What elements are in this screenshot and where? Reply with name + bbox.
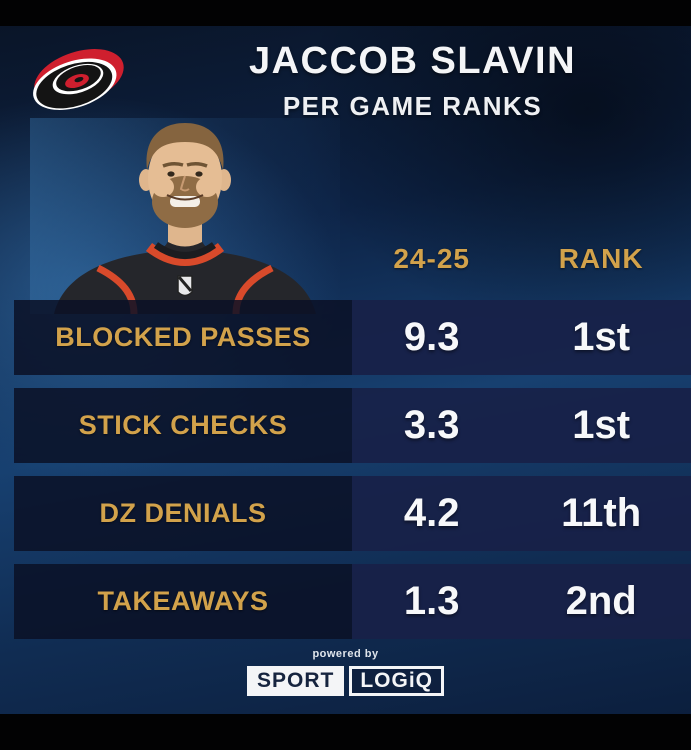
row-value: 3.3 [403, 403, 460, 447]
column-header-rank: RANK [558, 243, 644, 274]
table-row: BLOCKED PASSES 9.3 1st [14, 300, 691, 375]
row-values: 3.3 1st [352, 388, 691, 463]
bottom-letterbox-bar [0, 714, 691, 750]
row-label: BLOCKED PASSES [14, 300, 352, 375]
row-values: 9.3 1st [352, 300, 691, 375]
row-value: 1.3 [403, 579, 460, 623]
row-rank: 11th [561, 491, 642, 535]
sportlogiq-logo: SPORT LOGiQ [246, 666, 444, 696]
row-value: 4.2 [403, 491, 460, 535]
row-label: DZ DENIALS [14, 476, 352, 551]
page-subtitle: PER GAME RANKS [282, 91, 543, 121]
row-value: 9.3 [403, 315, 460, 359]
column-header-season: 24-25 [393, 243, 470, 274]
sportlogiq-logo-sport: SPORT [246, 666, 345, 696]
row-values: 4.2 11th [352, 476, 691, 551]
nhl-shield-icon [177, 275, 193, 297]
stats-table: BLOCKED PASSES 9.3 1st STICK CHECKS 3.3 … [14, 300, 691, 652]
row-rank: 1st [572, 315, 631, 359]
table-column-headers: 24-25 RANK [352, 240, 691, 278]
row-rank: 2nd [565, 579, 637, 623]
top-letterbox-bar [0, 0, 691, 26]
sportlogiq-logo-logiq: LOGiQ [349, 666, 444, 696]
table-row: STICK CHECKS 3.3 1st [14, 388, 691, 463]
row-values: 1.3 2nd [352, 564, 691, 639]
powered-by-label: powered by [312, 648, 379, 660]
page-title: JACCOB SLAVIN [248, 40, 577, 82]
table-row: DZ DENIALS 4.2 11th [14, 476, 691, 551]
row-rank: 1st [572, 403, 631, 447]
player-photo [30, 118, 340, 315]
row-label: STICK CHECKS [14, 388, 352, 463]
player-headshot-illustration [30, 118, 340, 315]
infographic-content: JACCOB SLAVIN PER GAME RANKS [0, 26, 691, 714]
row-label: TAKEAWAYS [14, 564, 352, 639]
footer: powered by SPORT LOGiQ [0, 648, 691, 696]
carolina-hurricanes-logo-icon [22, 42, 130, 124]
table-row: TAKEAWAYS 1.3 2nd [14, 564, 691, 639]
hurricane-swirl-icon [33, 49, 124, 110]
